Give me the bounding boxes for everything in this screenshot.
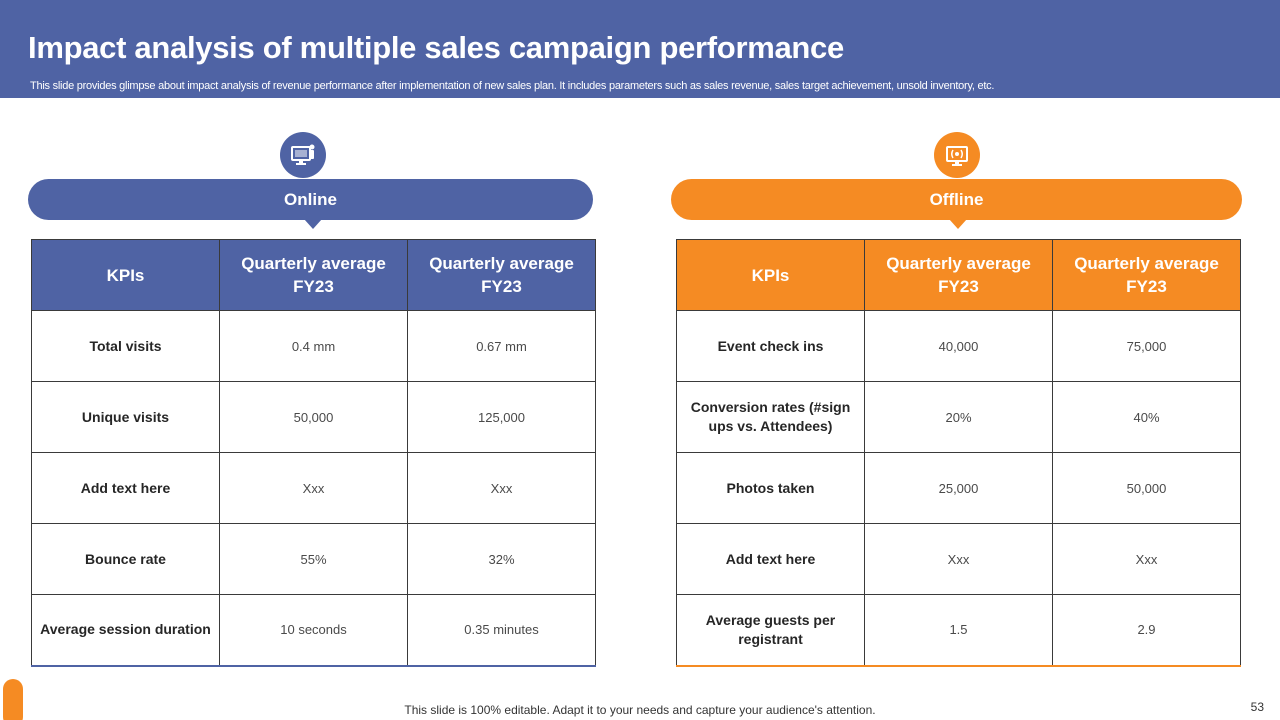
offline-pointer — [949, 219, 967, 229]
value-cell: 10 seconds — [219, 594, 408, 666]
value-cell: 40% — [1052, 381, 1241, 453]
value-cell: 25,000 — [864, 452, 1053, 524]
value-cell: 1.5 — [864, 594, 1053, 666]
kpi-cell: Add text here — [31, 452, 220, 524]
column-header: Quarterly average FY23 — [864, 239, 1053, 311]
kpi-cell: Average guests per registrant — [676, 594, 865, 666]
broadcast-monitor-icon — [934, 132, 980, 178]
value-cell: Xxx — [864, 523, 1053, 595]
table-header-row: KPIs Quarterly average FY23 Quarterly av… — [676, 239, 1241, 311]
column-header: Quarterly average FY23 — [407, 239, 596, 311]
footer-note: This slide is 100% editable. Adapt it to… — [404, 703, 876, 717]
footer-accent-tab — [3, 679, 23, 720]
kpi-cell: Add text here — [676, 523, 865, 595]
value-cell: 0.67 mm — [407, 310, 596, 382]
value-cell: Xxx — [219, 452, 408, 524]
column-header: Quarterly average FY23 — [219, 239, 408, 311]
kpi-cell: Total visits — [31, 310, 220, 382]
table-row: Conversion rates (#sign ups vs. Attendee… — [676, 381, 1241, 453]
table-row: Add text here Xxx Xxx — [31, 452, 596, 524]
column-header: KPIs — [676, 239, 865, 311]
value-cell: 50,000 — [219, 381, 408, 453]
online-label-text: Online — [284, 189, 337, 209]
header-banner: Impact analysis of multiple sales campai… — [0, 0, 1280, 98]
table-row: Unique visits 50,000 125,000 — [31, 381, 596, 453]
table-header-row: KPIs Quarterly average FY23 Quarterly av… — [31, 239, 596, 311]
table-row: Bounce rate 55% 32% — [31, 523, 596, 595]
value-cell: 125,000 — [407, 381, 596, 453]
slide-subtitle: This slide provides glimpse about impact… — [30, 80, 995, 92]
kpi-cell: Unique visits — [31, 381, 220, 453]
online-pointer — [304, 219, 322, 229]
value-cell: 32% — [407, 523, 596, 595]
value-cell: 2.9 — [1052, 594, 1241, 666]
column-header: Quarterly average FY23 — [1052, 239, 1241, 311]
value-cell: 50,000 — [1052, 452, 1241, 524]
column-header: KPIs — [31, 239, 220, 311]
offline-kpi-table: KPIs Quarterly average FY23 Quarterly av… — [676, 239, 1241, 667]
value-cell: 0.4 mm — [219, 310, 408, 382]
kpi-cell: Conversion rates (#sign ups vs. Attendee… — [676, 381, 865, 453]
offline-label-text: Offline — [929, 189, 984, 209]
kpi-cell: Photos taken — [676, 452, 865, 524]
online-kpi-table: KPIs Quarterly average FY23 Quarterly av… — [31, 239, 596, 667]
computer-user-icon — [280, 132, 326, 178]
table-row: Total visits 0.4 mm 0.67 mm — [31, 310, 596, 382]
table-row: Photos taken 25,000 50,000 — [676, 452, 1241, 524]
value-cell: 0.35 minutes — [407, 594, 596, 666]
offline-section-label: Offline — [671, 179, 1242, 220]
value-cell: Xxx — [407, 452, 596, 524]
online-section-label: Online — [28, 179, 593, 220]
slide-title: Impact analysis of multiple sales campai… — [28, 30, 844, 65]
kpi-cell: Event check ins — [676, 310, 865, 382]
kpi-cell: Average session duration — [31, 594, 220, 666]
table-row: Average guests per registrant 1.5 2.9 — [676, 594, 1241, 666]
value-cell: 40,000 — [864, 310, 1053, 382]
table-row: Add text here Xxx Xxx — [676, 523, 1241, 595]
value-cell: Xxx — [1052, 523, 1241, 595]
value-cell: 55% — [219, 523, 408, 595]
kpi-cell: Bounce rate — [31, 523, 220, 595]
table-row: Event check ins 40,000 75,000 — [676, 310, 1241, 382]
page-number: 53 — [1250, 700, 1264, 714]
value-cell: 75,000 — [1052, 310, 1241, 382]
value-cell: 20% — [864, 381, 1053, 453]
table-row: Average session duration 10 seconds 0.35… — [31, 594, 596, 666]
